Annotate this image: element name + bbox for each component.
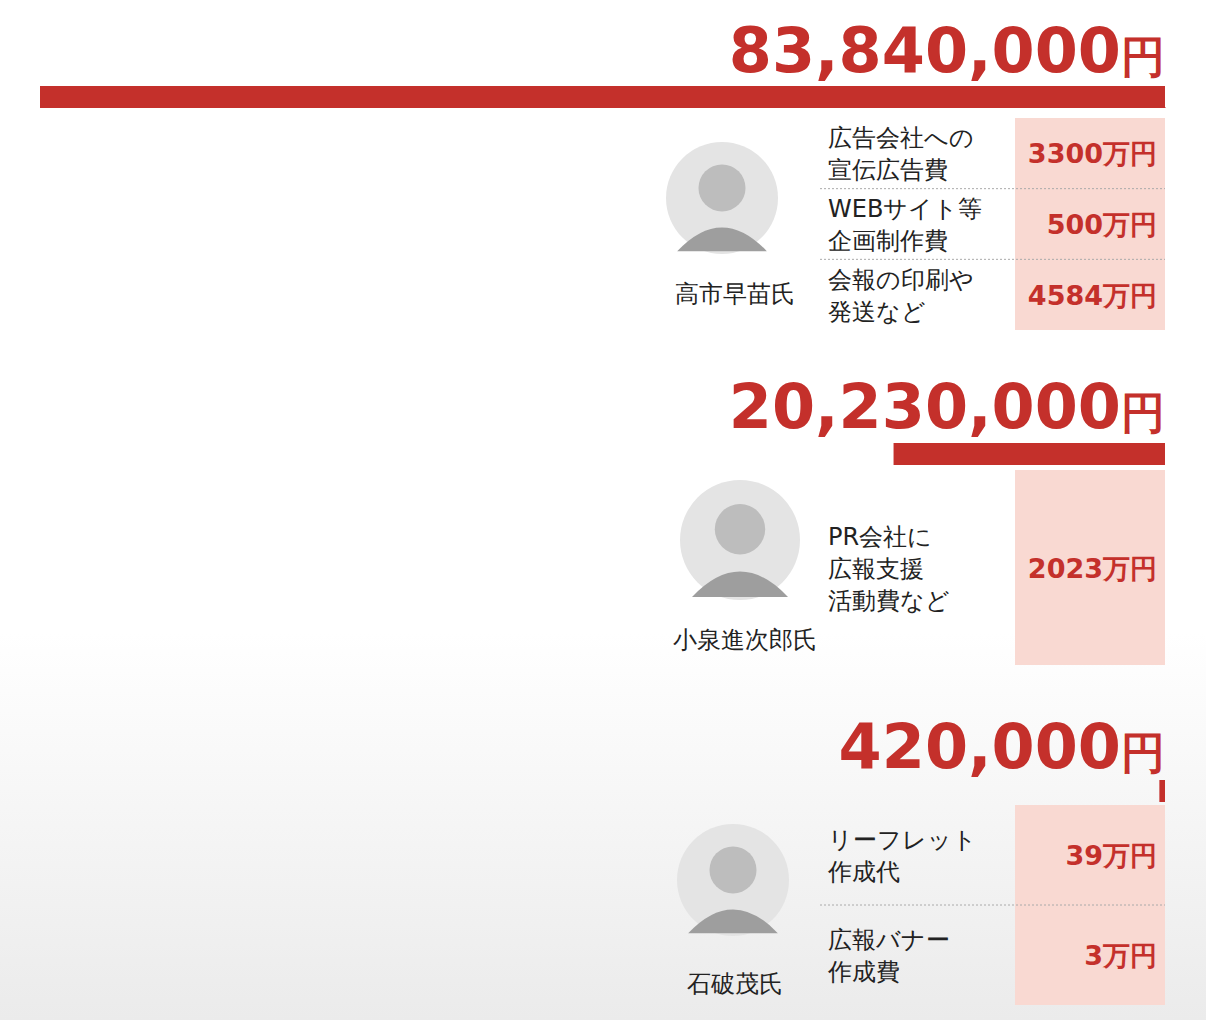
portrait-head (715, 504, 765, 554)
item-label: WEBサイト等 (828, 195, 982, 223)
data-label-number: 20,230,000 (729, 370, 1121, 443)
item-label: 発送など (828, 298, 926, 326)
row-separator (820, 188, 1165, 189)
item-amount: 500万円 (1047, 209, 1157, 240)
data-label-unit: 円 (1121, 387, 1165, 438)
data-label: 20,230,000円 (729, 370, 1165, 443)
item-amount: 2023万円 (1028, 553, 1157, 584)
item-label: リーフレット (828, 826, 977, 854)
bar (894, 443, 1165, 465)
item-label: 会報の印刷や (828, 266, 974, 294)
item-label: 宣伝広告費 (828, 156, 948, 184)
category-label: 小泉進次郎氏 (673, 626, 817, 654)
row-separator (820, 905, 1165, 906)
data-label: 83,840,000円 (729, 14, 1165, 87)
section: 小泉進次郎氏 PR会社に広報支援活動費など 2023万円 (673, 470, 1165, 665)
item-label: 企画制作費 (828, 227, 948, 255)
item-label: 作成代 (827, 858, 900, 886)
bar (1159, 780, 1165, 802)
background (0, 0, 1206, 1020)
item-label: PR会社に (828, 523, 932, 551)
item-amount: 3300万円 (1028, 138, 1157, 169)
section: 高市早苗氏 広告会社への宣伝広告費 3300万円 WEBサイト等企画制作費 500万円会… (666, 118, 1165, 330)
category-label: 石破茂氏 (687, 970, 783, 998)
data-label: 420,000円 (839, 710, 1165, 783)
portrait-head (709, 846, 756, 893)
amount-column (1015, 470, 1165, 665)
portrait (677, 824, 789, 936)
item-amount: 4584万円 (1028, 280, 1157, 311)
portrait-head (698, 164, 745, 211)
item-label: 広報支援 (828, 555, 924, 583)
portrait (666, 142, 778, 254)
item-amount: 39万円 (1065, 840, 1157, 871)
portrait (680, 480, 800, 600)
row-separator (820, 259, 1165, 260)
chart: 83,840,000円20,230,000円420,000円高市早苗氏広告会社へ… (0, 0, 1206, 1020)
item-label: 広告会社への (828, 124, 974, 152)
bars (40, 86, 1165, 802)
category-label: 高市早苗氏 (675, 280, 795, 308)
item-label: 作成費 (827, 958, 900, 986)
data-label-number: 83,840,000 (729, 14, 1121, 87)
data-label-number: 420,000 (839, 710, 1121, 783)
item-label: 活動費など (828, 587, 950, 615)
data-label-unit: 円 (1121, 31, 1165, 82)
bar (40, 86, 1165, 108)
section: 石破茂氏 リーフレット作成代 39万円広報バナー作成費 3万円 (677, 805, 1165, 1005)
item-label: 広報バナー (828, 926, 950, 954)
item-amount: 3万円 (1084, 940, 1157, 971)
portrait-body (677, 227, 767, 251)
portrait-body (692, 572, 788, 598)
amount-column (1015, 118, 1165, 330)
data-label-unit: 円 (1121, 727, 1165, 778)
portrait-body (688, 909, 778, 933)
